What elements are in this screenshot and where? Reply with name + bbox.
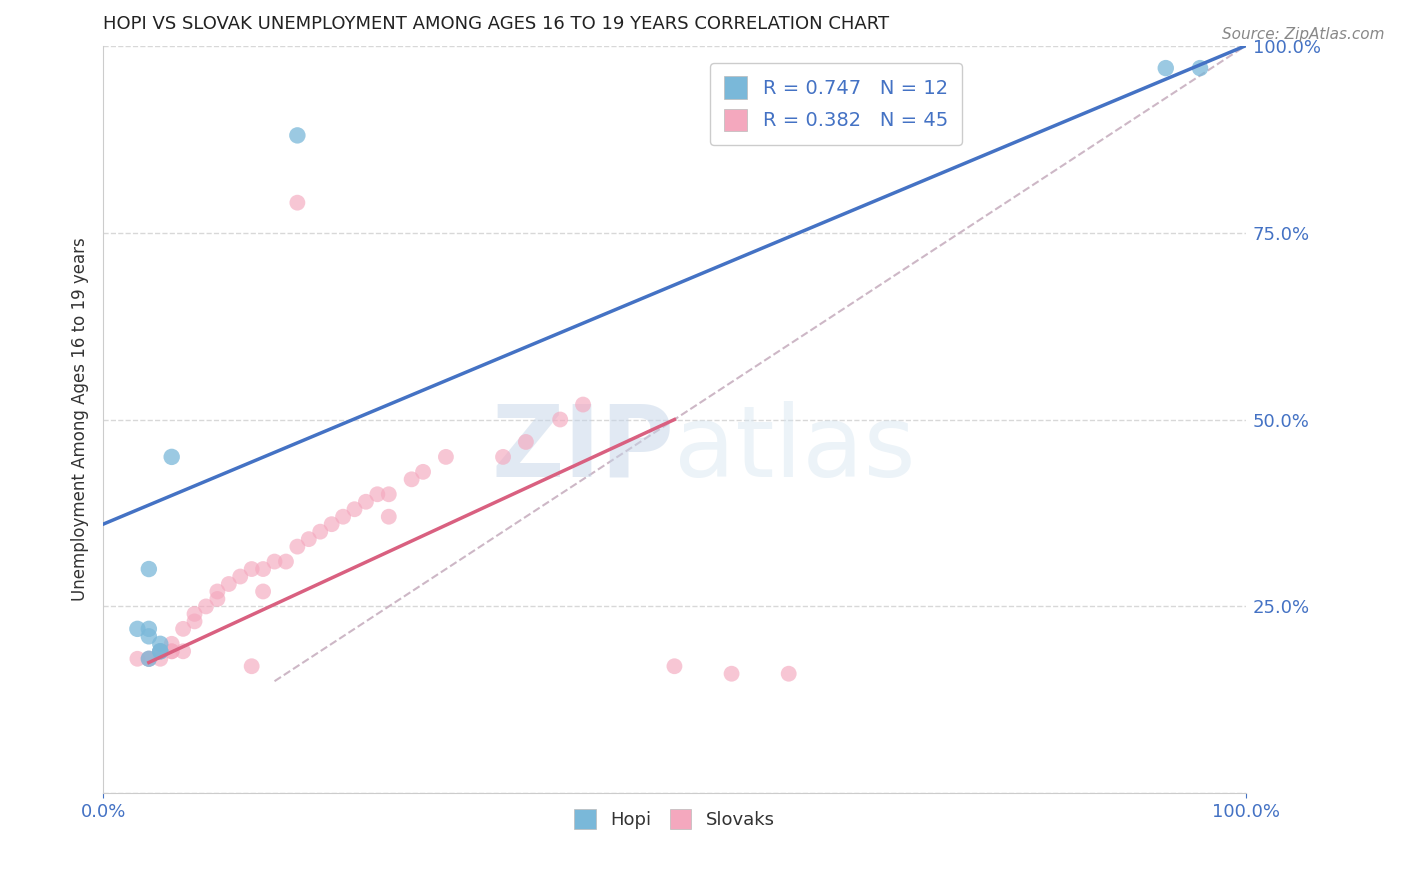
Point bbox=[149, 644, 172, 658]
Point bbox=[229, 569, 252, 583]
Point bbox=[263, 555, 285, 569]
Point bbox=[332, 509, 354, 524]
Point bbox=[172, 622, 194, 636]
Point bbox=[778, 666, 800, 681]
Text: atlas: atlas bbox=[675, 401, 917, 498]
Point bbox=[149, 644, 172, 658]
Point bbox=[321, 517, 343, 532]
Point bbox=[366, 487, 388, 501]
Point bbox=[127, 652, 149, 666]
Point bbox=[149, 637, 172, 651]
Point bbox=[160, 644, 183, 658]
Legend: Hopi, Slovaks: Hopi, Slovaks bbox=[567, 801, 782, 837]
Point bbox=[207, 591, 229, 606]
Point bbox=[309, 524, 332, 539]
Point bbox=[492, 450, 515, 464]
Point bbox=[149, 644, 172, 658]
Point bbox=[172, 644, 194, 658]
Point bbox=[572, 398, 595, 412]
Point bbox=[194, 599, 217, 614]
Point bbox=[412, 465, 434, 479]
Point bbox=[138, 652, 160, 666]
Point bbox=[298, 532, 321, 546]
Point bbox=[218, 577, 240, 591]
Text: Source: ZipAtlas.com: Source: ZipAtlas.com bbox=[1222, 27, 1385, 42]
Point bbox=[378, 487, 401, 501]
Point bbox=[240, 562, 263, 576]
Point bbox=[160, 450, 183, 464]
Point bbox=[548, 412, 571, 426]
Y-axis label: Unemployment Among Ages 16 to 19 years: Unemployment Among Ages 16 to 19 years bbox=[72, 237, 89, 601]
Point bbox=[354, 495, 377, 509]
Point bbox=[274, 555, 297, 569]
Point bbox=[127, 622, 149, 636]
Point bbox=[720, 666, 742, 681]
Point bbox=[183, 607, 205, 621]
Text: HOPI VS SLOVAK UNEMPLOYMENT AMONG AGES 16 TO 19 YEARS CORRELATION CHART: HOPI VS SLOVAK UNEMPLOYMENT AMONG AGES 1… bbox=[103, 15, 889, 33]
Point bbox=[138, 652, 160, 666]
Point bbox=[287, 128, 309, 143]
Point bbox=[1189, 61, 1212, 75]
Point bbox=[515, 434, 537, 449]
Point bbox=[207, 584, 229, 599]
Point bbox=[138, 622, 160, 636]
Point bbox=[183, 615, 205, 629]
Point bbox=[287, 540, 309, 554]
Point bbox=[287, 195, 309, 210]
Point bbox=[252, 584, 274, 599]
Point bbox=[378, 509, 401, 524]
Point bbox=[401, 472, 423, 486]
Point bbox=[252, 562, 274, 576]
Point bbox=[149, 652, 172, 666]
Point bbox=[138, 562, 160, 576]
Point bbox=[138, 629, 160, 643]
Point bbox=[240, 659, 263, 673]
Point bbox=[664, 659, 686, 673]
Point bbox=[160, 637, 183, 651]
Point bbox=[160, 644, 183, 658]
Point bbox=[434, 450, 457, 464]
Point bbox=[138, 652, 160, 666]
Text: ZIP: ZIP bbox=[492, 401, 675, 498]
Point bbox=[1154, 61, 1177, 75]
Point bbox=[343, 502, 366, 516]
Point bbox=[149, 644, 172, 658]
